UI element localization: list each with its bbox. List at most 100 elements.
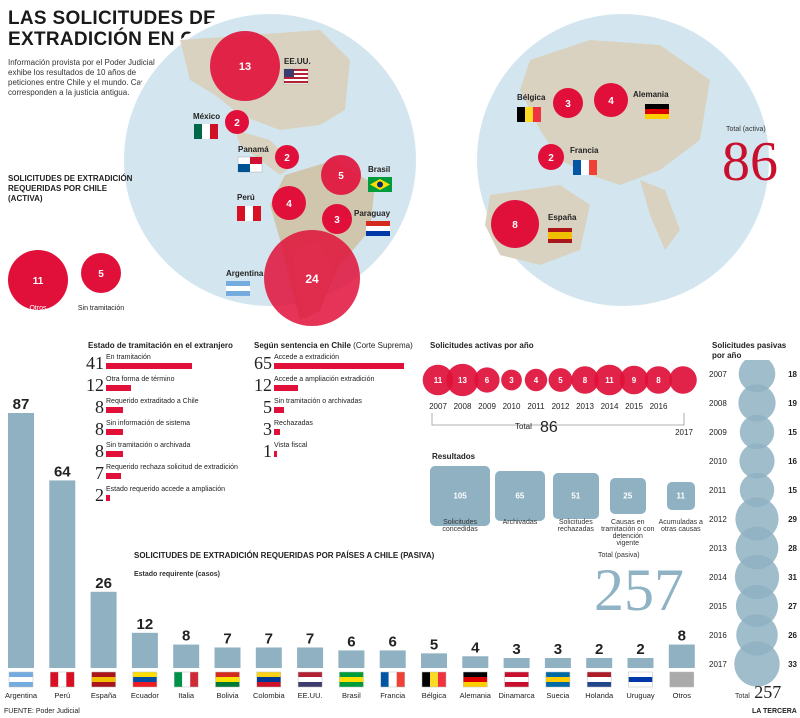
pasiva-flag-icon bbox=[8, 671, 34, 688]
activa-ano-year: 2007 bbox=[429, 402, 447, 411]
pasiva-ano-year: 2010 bbox=[709, 457, 727, 466]
tramitacion-bar bbox=[106, 363, 193, 369]
pasiva-ano-year: 2009 bbox=[709, 428, 727, 437]
activa-ano-bubble bbox=[422, 364, 454, 396]
pasiva-ano-year: 2015 bbox=[709, 602, 727, 611]
intro-text: Información provista por el Poder Judici… bbox=[8, 58, 158, 97]
tramitacion-label: Requerido extraditado a Chile bbox=[106, 398, 199, 405]
pasiva-bar-category: Bélgica bbox=[422, 691, 447, 700]
flag-espana bbox=[548, 228, 572, 243]
svg-text:EE.UU.: EE.UU. bbox=[284, 57, 311, 66]
sentencia-bar bbox=[274, 385, 298, 391]
svg-text:13: 13 bbox=[239, 61, 251, 73]
pasiva-flag-icon bbox=[91, 671, 116, 688]
pasiva-ano-year: 2012 bbox=[709, 515, 727, 524]
tramitacion-value: 8 bbox=[95, 397, 104, 417]
svg-text:2: 2 bbox=[548, 153, 554, 164]
sentencia-value: 1 bbox=[263, 441, 272, 461]
pasiva-ano-value: 28 bbox=[788, 544, 797, 553]
pasiva-bar-value: 2 bbox=[636, 641, 644, 658]
pasiva-bar bbox=[49, 480, 76, 668]
sentencia-row: 1 Vista fiscal bbox=[254, 442, 424, 460]
svg-text:Panamá: Panamá bbox=[238, 145, 269, 154]
pasiva-ano-year: 2011 bbox=[709, 486, 727, 495]
pasiva-bar-value: 7 bbox=[306, 630, 314, 647]
pasiva-bar-category: Francia bbox=[380, 691, 406, 700]
tramitacion-value: 41 bbox=[86, 353, 104, 373]
pasiva-bar-value: 7 bbox=[265, 630, 273, 647]
activa-ano-year: 2015 bbox=[625, 402, 643, 411]
svg-text:5: 5 bbox=[338, 171, 344, 182]
svg-text:24: 24 bbox=[305, 272, 319, 286]
tramitacion-value: 7 bbox=[95, 463, 104, 483]
pasiva-ano-bubble bbox=[735, 584, 779, 628]
resultado-label: Acumuladas a otras causas bbox=[658, 519, 703, 533]
tramitacion-row: 2 Estado requerido accede a ampliación bbox=[86, 486, 256, 504]
bubble-alemania: 4 Alemania bbox=[594, 83, 669, 117]
pasiva-flag-icon bbox=[173, 671, 199, 688]
tramitacion-bar bbox=[106, 495, 111, 501]
pasiva-flag-icon bbox=[297, 671, 323, 688]
svg-text:4: 4 bbox=[286, 199, 292, 210]
pasivas-ano-heading: Solicitudes pasivas por año bbox=[712, 341, 786, 361]
svg-text:Alemania: Alemania bbox=[633, 90, 669, 99]
pasiva-ano-bubble bbox=[734, 554, 780, 600]
pasiva-flag-icon bbox=[586, 671, 612, 688]
resultado-square: 65 bbox=[495, 471, 545, 521]
bubble-sin-label: Sin tramitación bbox=[78, 305, 124, 312]
resultado-value: 51 bbox=[571, 491, 581, 501]
pasiva-bar-category: Otros bbox=[673, 691, 692, 700]
pasiva-ano-bubble bbox=[739, 414, 775, 450]
pasiva-bar bbox=[462, 656, 489, 668]
flag-eeuu bbox=[283, 68, 309, 85]
activa-ano-year: 2013 bbox=[576, 402, 594, 411]
resultado-value: 105 bbox=[453, 491, 467, 501]
svg-text:4: 4 bbox=[608, 96, 614, 107]
pasiva-bar-value: 8 bbox=[678, 628, 686, 645]
tramitacion-bar bbox=[106, 385, 132, 391]
flag-peru bbox=[237, 206, 261, 221]
tramitacion-label: Requerido rechaza solicitud de extradici… bbox=[106, 464, 238, 471]
tramitacion-bar bbox=[106, 407, 123, 413]
sentencia-value: 12 bbox=[254, 375, 272, 395]
pasiva-bar-value: 6 bbox=[347, 633, 355, 650]
sentencia-bar bbox=[274, 407, 284, 413]
pasiva-bar bbox=[214, 647, 241, 668]
pasiva-ano-value: 33 bbox=[788, 660, 797, 669]
flag-brasil bbox=[368, 177, 392, 192]
activa-ano-year: 2012 bbox=[552, 402, 570, 411]
pasiva-ano-bubble bbox=[739, 472, 775, 508]
svg-text:2: 2 bbox=[234, 118, 240, 129]
svg-text:Brasil: Brasil bbox=[368, 165, 390, 174]
pasiva-ano-year: 2007 bbox=[709, 370, 727, 379]
pasiva-flag-icon bbox=[421, 671, 447, 688]
sentencia-bar bbox=[274, 429, 280, 435]
activas-ano-heading: Solicitudes activas por año bbox=[430, 341, 534, 350]
svg-text:8: 8 bbox=[512, 220, 518, 231]
flag-belgica bbox=[517, 107, 541, 122]
sentencia-value: 5 bbox=[263, 397, 272, 417]
pasiva-subheading: Estado requirente (casos) bbox=[134, 571, 220, 578]
total-pasiva-label: Total (pasiva) bbox=[598, 552, 640, 559]
resultado-square: 51 bbox=[553, 473, 599, 519]
bubble-otros-value: 11 bbox=[33, 276, 44, 287]
sentencia-row: 3 Rechazadas bbox=[254, 420, 424, 438]
pasiva-bar-chart: 87Argentina64Perú26España12Ecuador8Itali… bbox=[5, 396, 695, 700]
bubble-espana: 8 España bbox=[491, 200, 577, 248]
pasiva-bar-category: EE.UU. bbox=[298, 691, 323, 700]
map-bubbles-svg: 13 EE.UU. 2 México 2 Panamá 5 Brasil 4 P… bbox=[193, 31, 669, 326]
sentencia-row: 12 Accede a ampliación extradición bbox=[254, 376, 424, 394]
resultado-square: 11 bbox=[667, 482, 695, 510]
pasiva-bar-category: Brasil bbox=[342, 691, 361, 700]
bubble-sin-tramitacion bbox=[81, 253, 121, 293]
sentencia-value: 3 bbox=[263, 419, 272, 439]
tramitacion-bar bbox=[106, 451, 123, 457]
active-heading: SOLICITUDES DE EXTRADICIÓN REQUERIDAS PO… bbox=[8, 174, 133, 203]
pasiva-ano-year: 2013 bbox=[709, 544, 727, 553]
activas-ano-chart: 11 2007 13 2008 6 2009 3 2010 4 2011 5 2012 8 2013 11 2… bbox=[422, 363, 697, 437]
activa-ano-value: 8 bbox=[656, 376, 661, 385]
tramitacion-heading: Estado de tramitación en el extranjero bbox=[88, 341, 233, 350]
pasiva-bar-category: Suecia bbox=[546, 691, 570, 700]
pasiva-ano-bubble bbox=[734, 641, 780, 687]
sentencia-label: Accede a extradición bbox=[274, 354, 339, 361]
